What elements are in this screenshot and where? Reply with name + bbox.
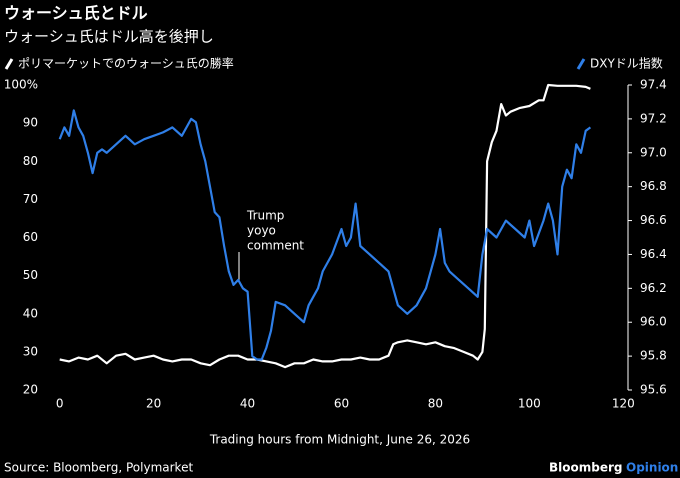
source: Source: Bloomberg, Polymarket xyxy=(4,461,193,475)
legend-label: DXYドル指数 xyxy=(590,56,663,71)
x-tick-label: 80 xyxy=(428,397,443,411)
y-tick-label: 40 xyxy=(23,306,38,320)
y-tick-label: 60 xyxy=(23,230,38,244)
x-tick-label: 40 xyxy=(240,397,255,411)
y2-tick-label: 97.0 xyxy=(640,145,667,159)
legend-label: ポリマーケットでのウォーシュ氏の勝率 xyxy=(18,56,234,71)
x-tick-label: 100 xyxy=(518,397,541,411)
series-line xyxy=(59,83,591,369)
brand: Opinion xyxy=(626,461,678,475)
x-tick-label: 120 xyxy=(612,397,635,411)
y2-tick-label: 95.8 xyxy=(640,349,667,363)
y-tick-label: 70 xyxy=(23,192,38,206)
y-tick-label: 30 xyxy=(23,344,38,358)
brand: Bloomberg xyxy=(549,461,623,475)
y-tick-label: 20 xyxy=(23,383,38,397)
chart-title: ウォーシュ氏とドル xyxy=(4,4,148,23)
y2-tick-label: 96.6 xyxy=(640,213,667,227)
y2-tick-label: 96.2 xyxy=(640,281,667,295)
x-tick-label: 20 xyxy=(146,397,161,411)
y2-tick-label: 97.4 xyxy=(640,78,667,92)
y2-tick-label: 96.0 xyxy=(640,315,667,329)
y2-tick-label: 95.6 xyxy=(640,383,667,397)
x-tick-label: 0 xyxy=(56,397,64,411)
annotation: comment xyxy=(247,239,304,253)
y-tick-label: 100% xyxy=(4,78,38,92)
x-tick-label: 60 xyxy=(334,397,349,411)
chart-subtitle: ウォーシュ氏はドル高を後押し xyxy=(4,28,214,46)
x-axis-label: Trading hours from Midnight, June 26, 20… xyxy=(209,433,470,447)
legend-swatch xyxy=(4,58,14,70)
y-tick-label: 50 xyxy=(23,268,38,282)
y2-tick-label: 97.2 xyxy=(640,111,667,125)
y-tick-label: 90 xyxy=(23,116,38,130)
y2-tick-label: 96.4 xyxy=(640,247,667,261)
y-tick-label: 80 xyxy=(23,154,38,168)
y2-tick-label: 96.8 xyxy=(640,179,667,193)
legend-swatch xyxy=(576,58,586,70)
annotation: Trump xyxy=(246,209,284,223)
annotation: yoyo xyxy=(247,224,276,238)
series-line xyxy=(58,109,592,361)
